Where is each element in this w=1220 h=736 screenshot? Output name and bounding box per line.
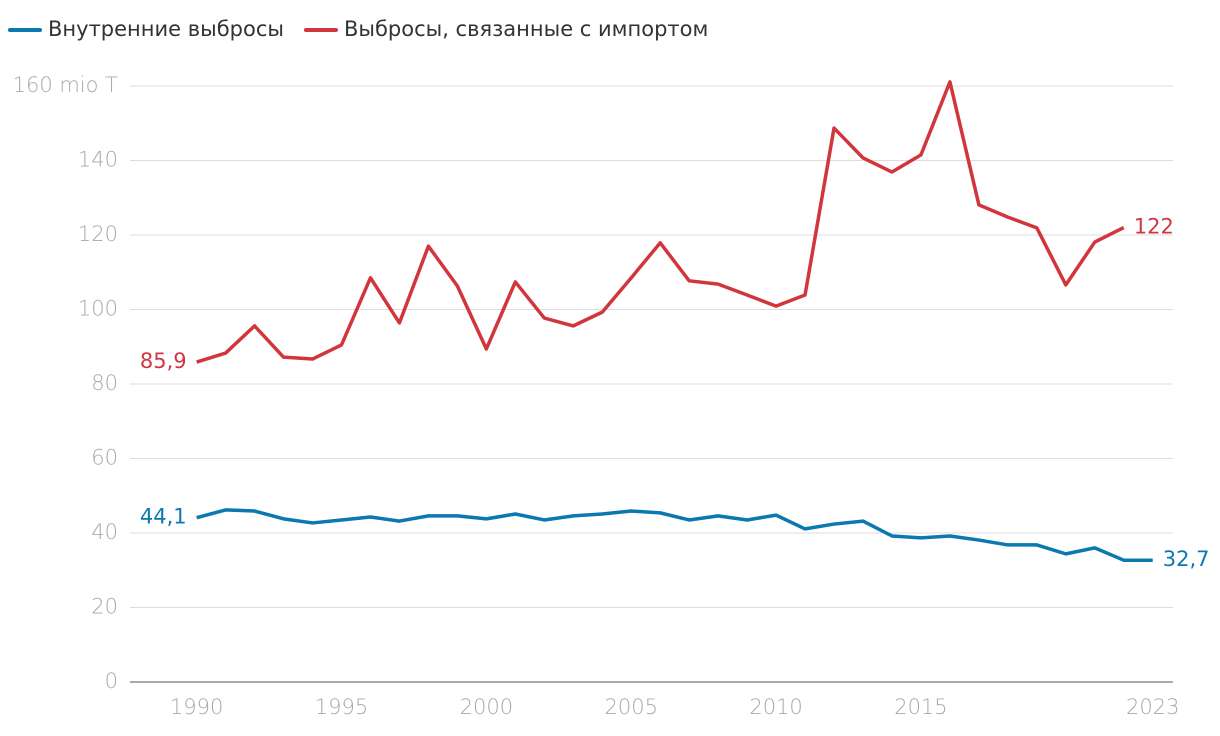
x-tick-label: 2005: [604, 695, 657, 719]
series-line: [196, 80, 1125, 364]
y-tick-label: 60: [91, 446, 118, 470]
x-tick-label: 1995: [315, 695, 368, 719]
data-label: 44,1: [140, 505, 187, 529]
y-tick-label: 20: [91, 595, 118, 619]
x-tick-label: 2010: [749, 695, 802, 719]
x-tick-label: 1990: [170, 695, 223, 719]
y-tick-label: 140: [78, 148, 118, 172]
x-tick-label: 2000: [460, 695, 513, 719]
data-label: 85,9: [140, 349, 187, 373]
y-tick-label: 40: [91, 520, 118, 544]
y-tick-label: 160 mio T: [13, 73, 119, 97]
legend-label: Внутренние выбросы: [48, 17, 284, 41]
data-label: 32,7: [1163, 547, 1210, 571]
y-tick-label: 80: [91, 371, 118, 395]
x-tick-label: 2015: [894, 695, 947, 719]
y-tick-label: 100: [78, 297, 118, 321]
legend-label: Выбросы, связанные с импортом: [344, 17, 708, 41]
x-tick-label: 2023: [1126, 695, 1179, 719]
data-label: 122: [1134, 215, 1174, 239]
y-tick-label: 0: [105, 669, 118, 693]
y-tick-label: 120: [78, 222, 118, 246]
series-line: [196, 508, 1153, 562]
